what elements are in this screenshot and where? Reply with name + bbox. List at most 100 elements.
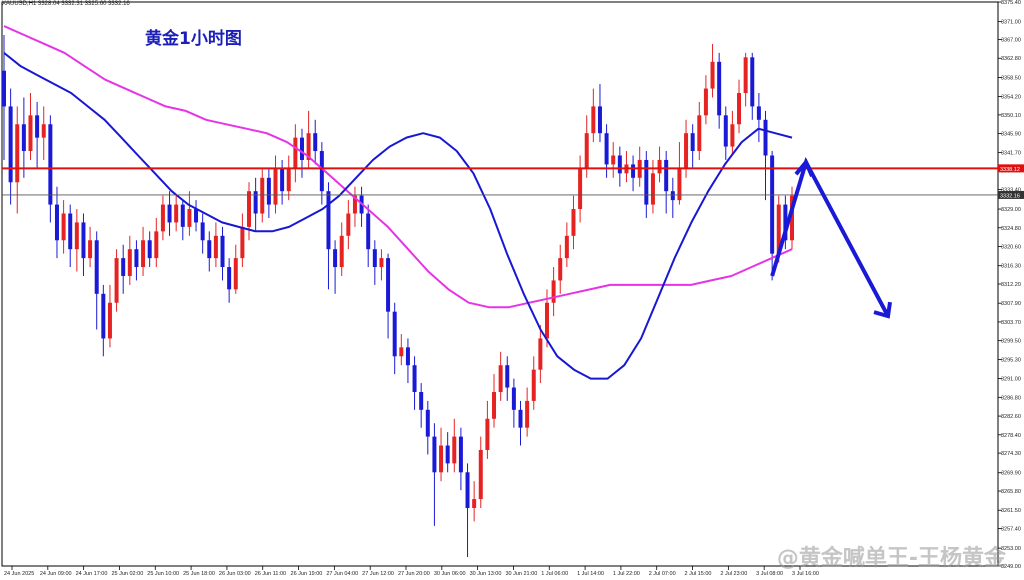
candle-body: [94, 240, 99, 294]
candle-body: [54, 204, 59, 241]
candle-body: [121, 258, 126, 276]
y-tick-label: 3291.00: [1001, 377, 1021, 383]
candle-body: [41, 124, 46, 138]
candle-body: [730, 124, 735, 147]
candle-body: [213, 235, 218, 259]
candle-body: [544, 302, 549, 339]
x-tick-label: 25 Jun 18:00: [183, 571, 215, 577]
y-tick-label: 3371.00: [1001, 20, 1021, 26]
y-tick-label: 3333.40: [1001, 187, 1021, 193]
candle-body: [684, 133, 689, 169]
current-price-box: [998, 190, 1024, 199]
x-tick-label: 2 Jul 07:00: [649, 571, 676, 577]
x-tick-label: 27 Jun 12:00: [362, 571, 394, 577]
candle-body: [425, 409, 430, 437]
candle-body: [134, 249, 139, 268]
forecast-up-arrowhead: [794, 158, 814, 177]
candle-body: [750, 57, 755, 107]
candle-body: [677, 168, 682, 201]
candle-body: [35, 115, 40, 138]
candle-body: [498, 365, 503, 392]
candle-body: [233, 258, 238, 290]
candle-body: [240, 226, 245, 259]
plot-frame: [1, 1, 999, 567]
x-tick-label: 2 Jul 15:00: [685, 571, 712, 577]
resistance-price-label: 3338.12: [1000, 167, 1020, 173]
candle-body: [48, 124, 53, 205]
candle-body: [770, 155, 775, 254]
y-tick-label: 3286.80: [1001, 395, 1021, 401]
x-tick-label: 30 Jun 06:00: [434, 571, 466, 577]
candle-body: [518, 409, 523, 428]
candle-body: [306, 133, 311, 160]
y-tick-label: 3282.60: [1001, 414, 1021, 420]
candle-body: [154, 231, 159, 259]
candle-body: [558, 258, 563, 281]
y-tick-label: 3362.80: [1001, 56, 1021, 62]
candle-body: [273, 168, 278, 205]
forecast-path: [770, 156, 890, 318]
candle-body: [266, 177, 271, 205]
candle-body: [551, 280, 556, 303]
candle-body: [21, 124, 26, 152]
candle-body: [127, 249, 132, 276]
x-tick-label: 27 Jun 20:00: [398, 571, 430, 577]
candle-body: [432, 436, 437, 473]
candle-body: [194, 209, 199, 223]
candle-body: [452, 436, 457, 464]
candle-body: [458, 436, 463, 473]
candle-body: [419, 391, 424, 410]
y-tick-label: 3261.50: [1001, 508, 1021, 514]
y-tick-label: 3265.80: [1001, 489, 1021, 495]
candle-body: [386, 258, 391, 312]
x-tick-label: 25 Jun 10:00: [147, 571, 179, 577]
candle-body: [180, 204, 185, 227]
candle-body: [564, 235, 569, 259]
candle-body: [697, 115, 702, 152]
y-tick-label: 3345.90: [1001, 132, 1021, 138]
candle-body: [286, 168, 291, 192]
candle-body: [670, 191, 675, 201]
candle-body: [372, 249, 377, 268]
candle-body: [160, 204, 165, 232]
y-tick-label: 3375.40: [1001, 0, 1021, 6]
y-tick-label: 3324.80: [1001, 226, 1021, 232]
y-tick-label: 3354.20: [1001, 95, 1021, 101]
candle-body: [114, 258, 119, 303]
candle-body: [61, 213, 66, 241]
y-tick-label: 3274.30: [1001, 451, 1021, 457]
x-tick-label: 26 Jun 19:00: [291, 571, 323, 577]
candle-body: [657, 159, 662, 174]
resistance-price-box: [998, 164, 1024, 173]
y-tick-label: 3329.00: [1001, 207, 1021, 213]
x-tick-label: 26 Jun 11:00: [255, 571, 286, 577]
candle-body: [339, 235, 344, 268]
candle-body: [743, 57, 748, 94]
y-tick-label: 3320.60: [1001, 245, 1021, 251]
candle-body: [352, 195, 357, 214]
candle-body: [485, 418, 490, 450]
candle-body: [439, 445, 444, 473]
price-axis: 3375.40 3371.00 3367.00 3362.80 3358.50 3354.…: [1, 0, 1021, 570]
candle-body: [220, 235, 225, 268]
candle-body: [227, 267, 232, 290]
price-levels: 3338.12 3332.16: [2, 164, 1024, 199]
candle-body: [88, 240, 93, 259]
candle-body: [664, 159, 669, 192]
candle-body: [333, 249, 338, 268]
candle-body: [260, 177, 265, 214]
y-tick-label: 3299.50: [1001, 339, 1021, 345]
candle-body: [578, 168, 583, 210]
candle-body: [710, 61, 715, 89]
y-tick-label: 3312.20: [1001, 282, 1021, 288]
candle-body: [187, 209, 192, 227]
candle-body: [28, 115, 33, 152]
candle-body: [445, 445, 450, 464]
candle-body: [525, 400, 530, 428]
y-tick-label: 3269.90: [1001, 471, 1021, 477]
candle-body: [538, 338, 543, 370]
candle-body: [723, 115, 728, 147]
x-tick-label: 24 Jun 17:00: [76, 571, 108, 577]
candle-body: [783, 204, 788, 241]
candle-body: [399, 347, 404, 357]
